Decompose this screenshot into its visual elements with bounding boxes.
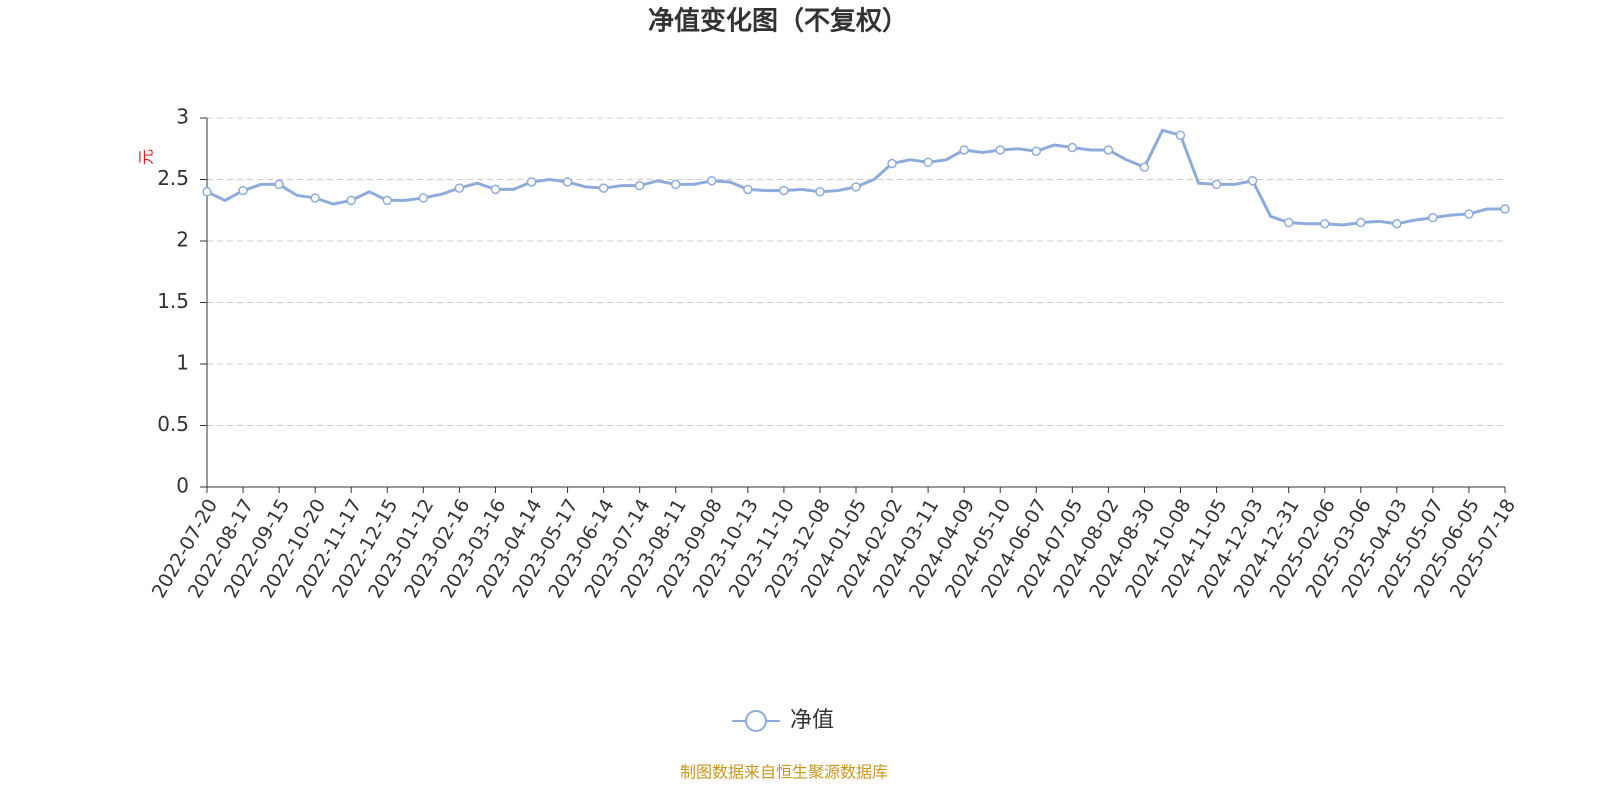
point <box>743 184 753 195</box>
y-tick-label: 1 <box>176 351 189 375</box>
source-note: 制图数据来自恒生聚源数据库 <box>680 763 888 782</box>
point <box>1067 142 1078 153</box>
point <box>526 177 537 187</box>
point <box>1319 219 1330 229</box>
point <box>454 183 465 193</box>
point <box>815 187 825 197</box>
point <box>274 179 284 190</box>
y-tick-label: 1.5 <box>157 289 189 313</box>
y-tick-label: 2 <box>176 228 189 252</box>
point <box>995 145 1005 155</box>
y-tick-label: 0 <box>176 474 189 498</box>
point <box>1139 162 1150 172</box>
point <box>310 193 320 203</box>
legend-marker <box>745 710 767 732</box>
point <box>1500 204 1510 214</box>
point <box>418 193 429 203</box>
point <box>1103 145 1114 155</box>
point <box>779 185 789 196</box>
point <box>238 185 248 196</box>
point <box>707 175 717 186</box>
line <box>206 128 1505 227</box>
y-axis-label: 元 <box>137 149 156 165</box>
point <box>1031 146 1042 156</box>
point <box>1211 179 1222 190</box>
point <box>634 180 645 191</box>
legend-label: 净值 <box>790 708 834 733</box>
point <box>851 182 861 192</box>
point <box>923 157 933 168</box>
y-tick-label: 3 <box>176 105 189 129</box>
point <box>562 177 573 187</box>
point <box>490 184 501 195</box>
point <box>1464 209 1474 219</box>
point <box>1356 217 1366 228</box>
y-tick-label: 2.5 <box>157 166 189 190</box>
chart-title: 净值变化图（不复权） <box>648 6 908 37</box>
point <box>670 179 681 190</box>
point <box>1175 130 1186 140</box>
point <box>959 145 969 155</box>
point <box>1283 217 1294 228</box>
point <box>598 183 609 193</box>
point <box>1392 219 1402 229</box>
point <box>346 195 356 206</box>
y-tick-label: 0.5 <box>157 412 189 436</box>
point <box>887 158 897 169</box>
point <box>382 195 393 206</box>
point <box>1247 175 1258 186</box>
point <box>202 187 212 197</box>
point <box>1428 212 1438 223</box>
